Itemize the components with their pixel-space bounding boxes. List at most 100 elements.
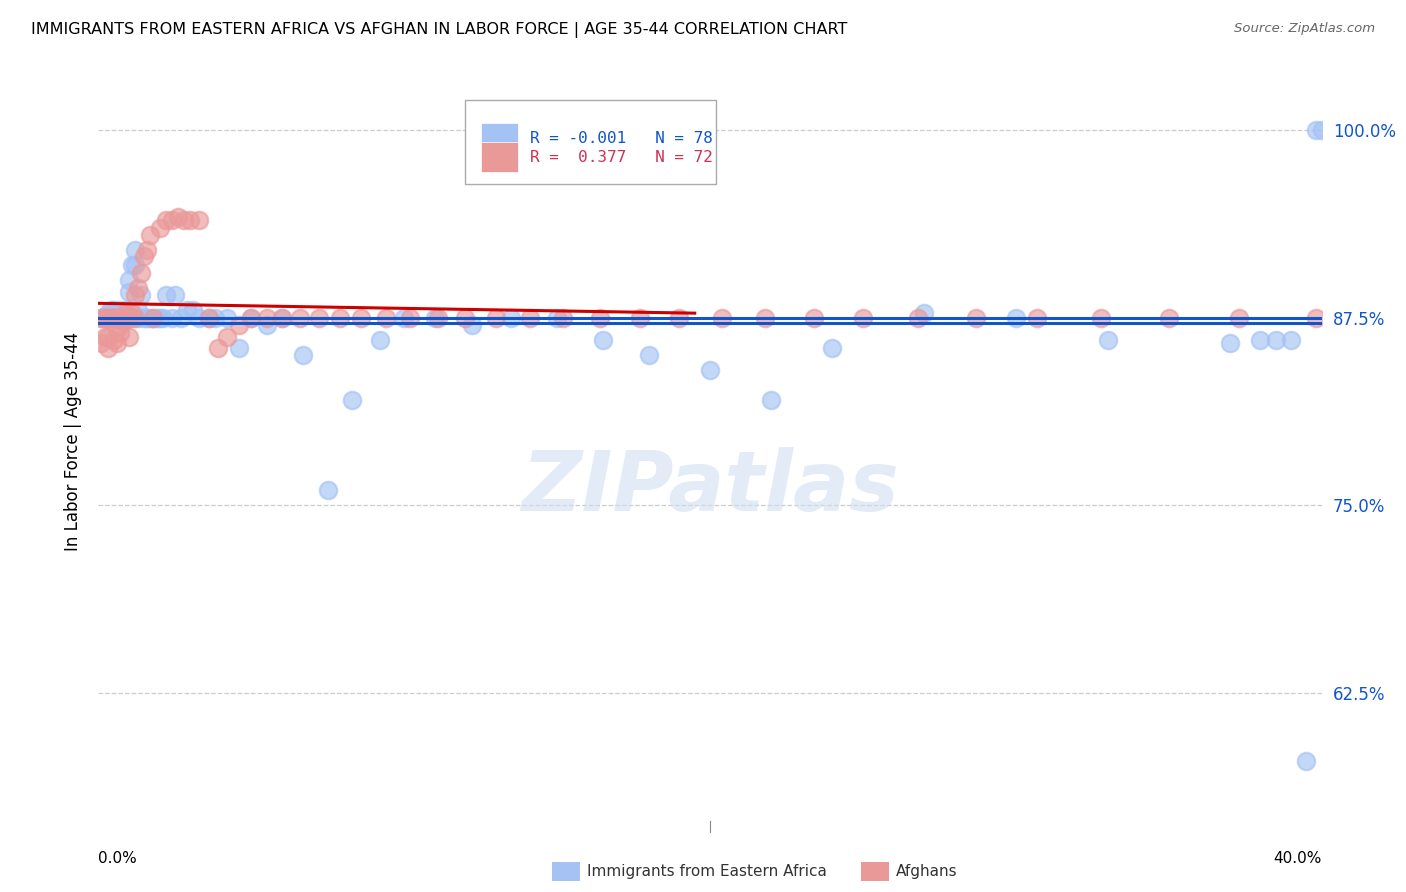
Point <box>592 333 614 347</box>
Point <box>108 310 131 325</box>
Text: R = -0.001   N = 78: R = -0.001 N = 78 <box>530 131 713 145</box>
Point <box>907 310 929 325</box>
Text: 0.0%: 0.0% <box>98 851 138 866</box>
Point <box>155 288 177 302</box>
Point <box>350 310 373 325</box>
Point <box>124 310 146 325</box>
Point <box>97 310 120 325</box>
Point <box>100 310 122 325</box>
Point <box>127 310 149 325</box>
Point <box>145 310 167 325</box>
Point <box>553 310 575 325</box>
Point <box>197 310 219 325</box>
Point <box>759 393 782 408</box>
Point <box>460 318 482 333</box>
Point <box>342 393 364 408</box>
Point <box>1279 333 1302 347</box>
Point <box>105 310 128 325</box>
Point <box>163 288 186 302</box>
Point <box>1295 754 1317 768</box>
Point <box>188 213 211 227</box>
Point <box>1090 310 1112 325</box>
Point <box>97 310 120 325</box>
Point <box>160 213 183 227</box>
Point <box>256 310 278 325</box>
Text: 40.0%: 40.0% <box>1274 851 1322 866</box>
Text: ZIPatlas: ZIPatlas <box>522 447 898 527</box>
Point <box>127 280 149 294</box>
Point <box>108 306 131 320</box>
Point <box>170 310 193 325</box>
Point <box>97 306 120 320</box>
Point <box>118 330 141 344</box>
Point <box>93 310 115 325</box>
FancyBboxPatch shape <box>481 142 517 172</box>
Point <box>118 285 141 300</box>
Point <box>124 288 146 302</box>
Point <box>142 310 165 325</box>
Point <box>105 310 128 325</box>
Point <box>1310 123 1333 137</box>
Point <box>90 336 112 351</box>
Point <box>1305 310 1327 325</box>
Point <box>821 341 844 355</box>
Point <box>97 341 120 355</box>
Point <box>90 310 112 325</box>
Point <box>103 310 125 325</box>
Point <box>1004 310 1026 325</box>
Point <box>108 326 131 340</box>
Point <box>1157 310 1180 325</box>
Point <box>228 318 250 333</box>
Point <box>134 249 156 263</box>
Point <box>118 310 141 325</box>
Point <box>699 363 721 377</box>
Point <box>270 310 292 325</box>
Point <box>108 310 131 325</box>
Point <box>179 213 201 227</box>
Point <box>93 310 115 325</box>
Text: R =  0.377   N = 72: R = 0.377 N = 72 <box>530 150 713 165</box>
Point <box>105 321 128 335</box>
Point <box>115 306 138 320</box>
Text: Immigrants from Eastern Africa: Immigrants from Eastern Africa <box>588 864 827 879</box>
Point <box>136 243 159 257</box>
Point <box>97 330 120 344</box>
Point <box>134 310 156 325</box>
Point <box>423 310 446 325</box>
Point <box>142 310 165 325</box>
Point <box>118 273 141 287</box>
Point <box>129 266 152 280</box>
Point <box>103 310 125 325</box>
Point <box>228 341 250 355</box>
Point <box>111 310 134 325</box>
Point <box>270 310 292 325</box>
Point <box>215 310 238 325</box>
Point <box>197 310 219 325</box>
Point <box>368 333 391 347</box>
Point <box>111 315 134 329</box>
Point <box>292 348 315 362</box>
Point <box>152 310 174 325</box>
Point <box>105 336 128 351</box>
Point <box>374 310 396 325</box>
Text: Source: ZipAtlas.com: Source: ZipAtlas.com <box>1234 22 1375 36</box>
Point <box>139 228 162 243</box>
Point <box>121 258 143 272</box>
Point <box>103 303 125 318</box>
Point <box>105 306 128 320</box>
Point <box>176 303 198 318</box>
Point <box>90 310 112 325</box>
Point <box>204 310 226 325</box>
Point <box>1097 333 1119 347</box>
Point <box>108 310 131 325</box>
Point <box>852 310 875 325</box>
Point <box>121 306 143 320</box>
Point <box>546 310 568 325</box>
Point <box>115 303 138 318</box>
Point <box>118 310 141 325</box>
Point <box>485 310 508 325</box>
Point <box>155 213 177 227</box>
Point <box>124 243 146 257</box>
Point <box>93 310 115 325</box>
Point <box>392 310 416 325</box>
